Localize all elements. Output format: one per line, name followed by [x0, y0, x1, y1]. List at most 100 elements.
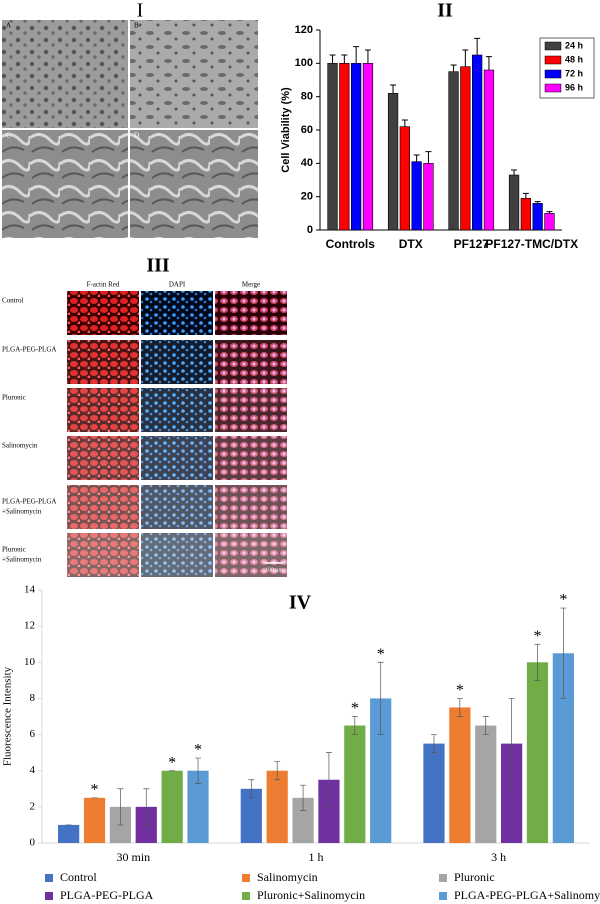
legend-swatch — [439, 892, 447, 900]
x-tick-label: 30 min — [116, 850, 150, 864]
error-bar — [248, 779, 255, 799]
significance-mark: * — [194, 742, 202, 759]
subpanel-label: C — [6, 132, 11, 140]
subpanel-label: B — [134, 22, 139, 30]
error-bar — [474, 37, 481, 55]
y-tick-label: 8 — [30, 692, 36, 704]
bar — [370, 698, 392, 843]
bar — [344, 725, 366, 843]
error-bar — [462, 49, 469, 67]
bar — [448, 71, 459, 231]
y-axis-label: Cell Viability (%) — [280, 87, 292, 173]
legend-swatch — [544, 69, 562, 79]
bar — [449, 707, 471, 843]
error-bar — [341, 54, 348, 64]
x-tick-label: DTX — [399, 237, 423, 251]
y-tick-label: 2 — [30, 800, 36, 812]
y-tick-label: 20 — [301, 191, 313, 203]
y-tick-label: 120 — [295, 24, 313, 36]
legend-swatch — [439, 874, 447, 882]
bar — [508, 174, 520, 231]
bar — [339, 63, 350, 231]
error-bar — [300, 784, 307, 811]
bar — [520, 198, 531, 231]
error-bar — [143, 788, 150, 826]
subpanel-label: A — [6, 22, 11, 30]
legend-swatch — [242, 874, 250, 882]
legend-swatch — [544, 55, 562, 65]
bar — [292, 797, 314, 843]
legend-label: 72 h — [565, 68, 583, 78]
y-tick-label: 40 — [301, 157, 313, 169]
row-label: Salinomycin — [2, 442, 38, 450]
bar — [411, 161, 422, 231]
micrograph — [67, 436, 139, 480]
y-tick-label: 60 — [301, 124, 313, 136]
significance-mark: * — [456, 682, 464, 699]
micrograph — [67, 291, 139, 335]
bar — [460, 66, 471, 231]
x-tick-label: 3 h — [491, 850, 506, 864]
legend-label: PLGA-PEG-PLGA — [60, 888, 154, 902]
row-label: Control — [2, 297, 23, 305]
micrograph — [67, 533, 139, 577]
chart-title: II — [437, 0, 453, 22]
error-bar — [274, 761, 281, 781]
error-bar — [413, 154, 420, 162]
error-bar — [353, 46, 360, 64]
x-tick-label: PF127 — [454, 237, 490, 251]
column-label: DAPI — [169, 281, 186, 289]
micrograph — [141, 533, 213, 577]
y-tick-label: 0 — [30, 837, 36, 849]
y-tick-label: 4 — [30, 764, 36, 776]
y-tick-label: 10 — [24, 656, 36, 668]
micrograph — [141, 340, 213, 384]
significance-mark: * — [351, 700, 359, 717]
micrograph — [141, 291, 213, 335]
error-bar — [482, 716, 489, 735]
bar — [387, 93, 399, 231]
legend-label: Control — [60, 870, 97, 884]
micrograph — [215, 291, 287, 335]
panel-title: III — [146, 255, 170, 277]
bar — [83, 797, 106, 843]
bar — [423, 743, 445, 843]
bar — [399, 126, 410, 231]
bar — [472, 54, 483, 231]
legend-swatch — [45, 892, 53, 900]
row-label: PLGA-PEG-PLGA — [2, 498, 56, 506]
error-bar — [560, 607, 567, 699]
row-label: +Salinomycin — [2, 556, 42, 564]
y-tick-label: 6 — [30, 728, 36, 740]
column-label: Merge — [242, 281, 260, 289]
error-bar — [401, 119, 408, 127]
y-tick-label: 12 — [24, 620, 35, 632]
micrograph — [130, 20, 258, 128]
error-bar — [377, 661, 384, 735]
error-bar — [450, 64, 457, 72]
error-bar — [508, 698, 515, 790]
y-tick-label: 0 — [307, 224, 313, 236]
micrograph — [215, 340, 287, 384]
micrograph — [130, 130, 258, 238]
error-bar — [485, 56, 492, 70]
significance-mark: * — [377, 646, 385, 663]
micrograph — [67, 485, 139, 529]
panel-III: F-actin Red DAPI Merge Control PLGA-PEG-PLGA… — [2, 281, 287, 577]
micrograph — [141, 485, 213, 529]
bar — [500, 743, 523, 843]
y-tick-label: 14 — [24, 584, 36, 596]
legend-label: Pluronic — [454, 870, 495, 884]
error-bar — [325, 752, 332, 808]
legend-label: Pluronic+Salinomycin — [257, 888, 365, 902]
micrograph — [215, 533, 287, 577]
row-label: PLGA-PEG-PLGA — [2, 346, 56, 354]
micrograph — [215, 485, 287, 529]
bar — [362, 63, 374, 231]
chart-title: IV — [289, 592, 312, 614]
bar — [423, 163, 434, 231]
x-tick-label: 1 h — [309, 850, 324, 864]
bar — [58, 824, 80, 843]
